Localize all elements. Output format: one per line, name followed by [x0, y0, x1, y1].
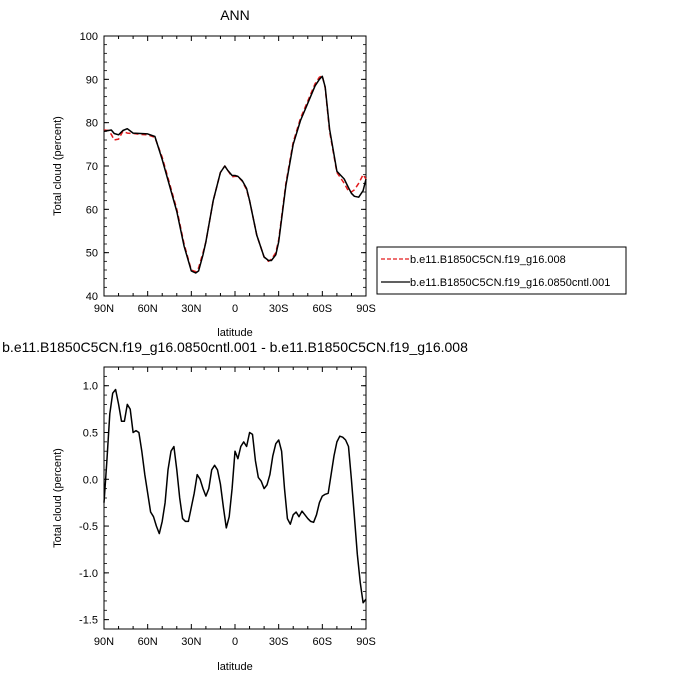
top-chart-y-tick-label: 50 — [86, 248, 98, 260]
bottom-chart-y-axis-label: Total cloud (percent) — [52, 448, 64, 548]
bottom-chart-series — [103, 388, 367, 604]
bottom-chart-x-tick-label: 60S — [313, 636, 333, 648]
top-chart-series — [103, 75, 367, 274]
top-chart-legend: b.e11.B1850C5CN.f19_g16.008 b.e11.B1850C… — [376, 246, 627, 295]
bottom-chart-y-tick-label: 0.0 — [83, 474, 98, 486]
bottom-chart-plot-frame — [103, 366, 367, 630]
top-chart-y-tick-label: 100 — [80, 31, 98, 43]
legend-box — [376, 246, 627, 295]
legend-label-series-2: b.e11.B1850C5CN.f19_g16.0850cntl.001 — [410, 277, 610, 289]
top-chart-title: ANN — [220, 7, 250, 23]
top-chart-x-tick-label: 60S — [313, 303, 333, 315]
top-chart-panel: ANN 90N 60N 30N 0 30S 60S 90S 40 50 60 70 80 90 100 l… — [52, 7, 627, 339]
bottom-chart-x-tick-label: 90N — [94, 636, 114, 648]
bottom-chart-x-tick-label: 90S — [356, 636, 376, 648]
legend-label-series-1: b.e11.B1850C5CN.f19_g16.008 — [410, 254, 566, 266]
bottom-chart-y-tick-label: -1.0 — [79, 568, 98, 580]
bottom-chart-x-tick-label: 0 — [232, 636, 238, 648]
top-chart-y-tick-label: 70 — [86, 161, 98, 173]
top-chart-x-tick-label: 30S — [269, 303, 289, 315]
bottom-chart-y-tick-label: 1.0 — [83, 381, 98, 393]
bottom-chart-x-tick-label: 30N — [181, 636, 201, 648]
top-chart-x-tick-label: 30N — [181, 303, 201, 315]
top-chart-y-tick-label: 60 — [86, 204, 98, 216]
top-chart-y-tick-label: 40 — [86, 291, 98, 303]
top-chart-x-axis-label: latitude — [217, 327, 252, 339]
bottom-chart-x-tick-label: 30S — [269, 636, 289, 648]
bottom-chart-series-line-1 — [103, 388, 367, 604]
bottom-chart-y-tick-label: -1.5 — [79, 615, 98, 627]
bottom-chart-title: b.e11.B1850C5CN.f19_g16.0850cntl.001 - b… — [2, 339, 468, 355]
top-chart-y-tick-label: 80 — [86, 118, 98, 130]
top-chart-series-line-2 — [103, 75, 367, 274]
bottom-chart-panel: b.e11.B1850C5CN.f19_g16.0850cntl.001 - b… — [2, 339, 468, 673]
top-chart-x-tick-label: 90S — [356, 303, 376, 315]
bottom-chart-x-tick-label: 60N — [138, 636, 158, 648]
top-chart-y-tick-label: 90 — [86, 74, 98, 86]
bottom-chart-y-tick-label: 0.5 — [83, 428, 98, 440]
top-chart-x-tick-label: 0 — [232, 303, 238, 315]
top-chart-x-tick-label: 90N — [94, 303, 114, 315]
top-chart-plot-frame — [103, 35, 367, 297]
bottom-chart-y-tick-label: -0.5 — [79, 521, 98, 533]
top-chart-x-tick-label: 60N — [138, 303, 158, 315]
bottom-chart-ticks: 90N 60N 30N 0 30S 60S 90S -1.5 -1.0 -0.5 0.0 0.5 1.0 — [79, 366, 376, 648]
bottom-chart-x-axis-label: latitude — [217, 661, 252, 673]
top-chart-y-axis-label: Total cloud (percent) — [52, 116, 64, 216]
top-chart-ticks: 90N 60N 30N 0 30S 60S 90S 40 50 60 70 80 90 100 — [80, 31, 376, 315]
